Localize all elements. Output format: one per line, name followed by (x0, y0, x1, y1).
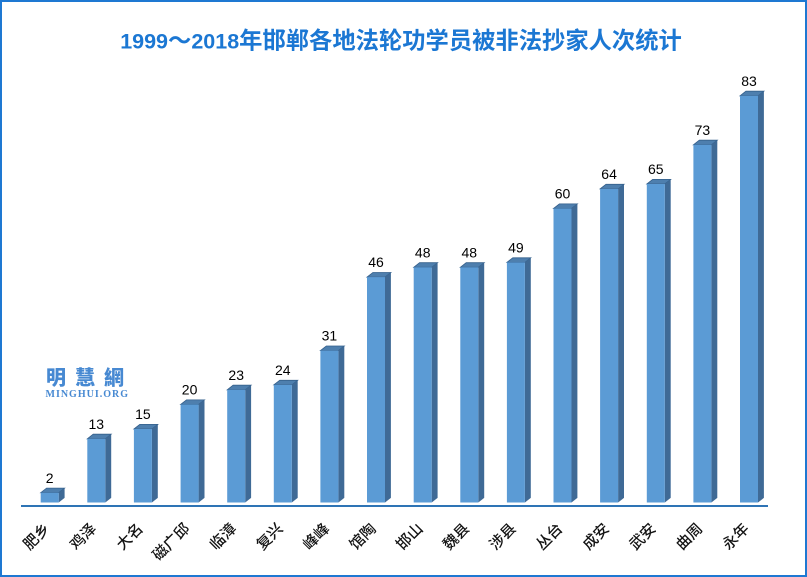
svg-text:73: 73 (695, 122, 711, 138)
svg-text:20: 20 (182, 382, 198, 398)
svg-text:明慧網: 明慧網 (46, 367, 133, 390)
svg-text:MINGHUI.ORG: MINGHUI.ORG (46, 389, 130, 400)
svg-text:60: 60 (555, 186, 571, 202)
svg-text:65: 65 (648, 161, 664, 177)
svg-text:83: 83 (741, 73, 757, 89)
svg-text:23: 23 (228, 367, 244, 383)
svg-text:46: 46 (368, 254, 384, 270)
svg-text:48: 48 (415, 244, 431, 260)
svg-text:2: 2 (46, 470, 54, 486)
svg-text:15: 15 (135, 406, 151, 422)
svg-text:13: 13 (89, 416, 105, 432)
svg-text:24: 24 (275, 362, 291, 378)
svg-text:31: 31 (322, 328, 338, 344)
svg-text:48: 48 (462, 244, 478, 260)
svg-text:1999～2018年邯郸各地法轮功学员被非法抄家人次统计: 1999～2018年邯郸各地法轮功学员被非法抄家人次统计 (120, 28, 682, 54)
svg-text:64: 64 (601, 166, 617, 182)
svg-text:49: 49 (508, 240, 524, 256)
